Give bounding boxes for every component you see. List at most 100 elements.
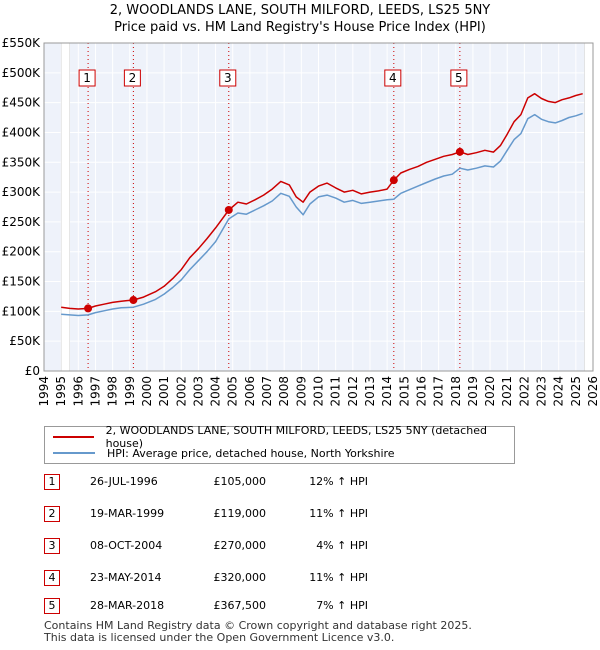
sale-point — [389, 176, 398, 185]
chart-subtitle: Price paid vs. HM Land Registry's House … — [114, 20, 486, 35]
x-tick-label: 2025 — [569, 376, 583, 407]
y-tick-label: £100K — [2, 304, 42, 318]
sale-hpi-diff: 4% ↑ HPI — [316, 539, 368, 552]
footer-attribution: Contains HM Land Registry data © Crown c… — [44, 620, 472, 644]
table-row: 2 19-MAR-1999 £119,000 11% ↑ HPI — [44, 506, 464, 524]
x-tick-label: 2013 — [363, 376, 377, 407]
sale-label-box — [219, 69, 237, 87]
legend-swatch-property — [53, 436, 94, 438]
x-tick-label: 2010 — [312, 376, 326, 407]
sale-price: £270,000 — [213, 539, 267, 552]
x-tick-label: 2016 — [414, 376, 428, 407]
x-tick-label: 2022 — [517, 376, 531, 407]
y-tick-label: £300K — [2, 185, 42, 199]
x-tick-label: 2006 — [243, 376, 257, 407]
plot-border — [43, 42, 594, 372]
y-tick-label: £150K — [2, 275, 42, 289]
table-row: 4 23-MAY-2014 £320,000 11% ↑ HPI — [44, 570, 464, 588]
sale-label: 2 — [129, 71, 137, 85]
x-tick-label: 2020 — [483, 376, 497, 407]
sale-point — [455, 147, 464, 156]
x-tick-label: 2021 — [500, 376, 514, 407]
x-tick-label: 2004 — [209, 376, 223, 407]
sale-price: £105,000 — [213, 475, 267, 488]
sale-label: 1 — [83, 71, 91, 85]
y-tick-label: £400K — [2, 125, 42, 139]
x-tick-label: 1997 — [88, 376, 102, 407]
sale-label: 3 — [224, 71, 232, 85]
sale-date: 23-MAY-2014 — [90, 571, 162, 584]
legend-swatch-hpi — [53, 452, 95, 454]
y-tick-label: £450K — [2, 96, 42, 110]
x-tick-label: 2019 — [466, 376, 480, 407]
chart-title: 2, WOODLANDS LANE, SOUTH MILFORD, LEEDS,… — [110, 3, 491, 18]
legend: 2, WOODLANDS LANE, SOUTH MILFORD, LEEDS,… — [44, 424, 515, 464]
sale-label-box — [450, 69, 468, 87]
x-tick-label: 1996 — [71, 376, 85, 407]
x-tick-label: 2003 — [191, 376, 205, 407]
x-tick-label: 2011 — [329, 376, 343, 407]
legend-label-hpi: HPI: Average price, detached house, Nort… — [107, 446, 395, 460]
x-tick-label: 1994 — [37, 376, 51, 407]
price-chart: 2, WOODLANDS LANE, SOUTH MILFORD, LEEDS,… — [2, 3, 600, 407]
sale-label-box — [384, 69, 402, 87]
y-tick-label: £250K — [2, 215, 42, 229]
table-row: 5 28-MAR-2018 £367,500 7% ↑ HPI — [44, 598, 464, 616]
sale-date: 08-OCT-2004 — [90, 539, 163, 552]
sale-date: 26-JUL-1996 — [90, 475, 158, 488]
shaded-region — [60, 42, 70, 372]
x-tick-label: 2014 — [380, 376, 394, 407]
x-tick-label: 2024 — [552, 376, 566, 407]
y-tick-label: £350K — [2, 155, 42, 169]
sale-label-box — [123, 69, 141, 87]
sale-date: 28-MAR-2018 — [90, 599, 165, 612]
x-tick-label: 2008 — [277, 376, 291, 407]
sale-label-box — [78, 69, 96, 87]
shaded-region — [584, 42, 594, 372]
sale-number-badge: 4 — [44, 570, 60, 586]
y-tick-label: £550K — [2, 36, 42, 50]
table-row: 3 08-OCT-2004 £270,000 4% ↑ HPI — [44, 538, 464, 556]
x-tick-label: 2015 — [397, 376, 411, 407]
x-tick-label: 2007 — [260, 376, 274, 407]
y-tick-label: £500K — [2, 66, 42, 80]
hpi-series-line — [61, 112, 583, 317]
y-tick-label: £200K — [2, 245, 42, 259]
sale-label: 4 — [389, 71, 397, 85]
x-tick-label: 2023 — [535, 376, 549, 407]
sale-hpi-diff: 11% ↑ HPI — [309, 507, 368, 520]
sale-hpi-diff: 11% ↑ HPI — [309, 571, 368, 584]
sale-point — [84, 304, 93, 313]
property-series-line — [61, 92, 583, 310]
x-tick-label: 2017 — [432, 376, 446, 407]
sale-price: £119,000 — [213, 507, 267, 520]
legend-item-property: 2, WOODLANDS LANE, SOUTH MILFORD, LEEDS,… — [53, 424, 514, 450]
x-tick-label: 2001 — [157, 376, 171, 407]
table-row: 1 26-JUL-1996 £105,000 12% ↑ HPI — [44, 474, 464, 492]
sale-number-badge: 5 — [44, 598, 60, 614]
x-tick-label: 2018 — [449, 376, 463, 407]
sale-price: £320,000 — [213, 571, 267, 584]
sale-hpi-diff: 7% ↑ HPI — [316, 599, 368, 612]
footer-line-copyright: Contains HM Land Registry data © Crown c… — [44, 619, 472, 632]
x-tick-label: 1999 — [123, 376, 137, 407]
sale-hpi-diff: 12% ↑ HPI — [309, 475, 368, 488]
sale-label: 5 — [455, 71, 463, 85]
x-tick-label: 2005 — [226, 376, 240, 407]
x-tick-label: 2009 — [294, 376, 308, 407]
legend-label-property: 2, WOODLANDS LANE, SOUTH MILFORD, LEEDS,… — [105, 424, 487, 450]
x-tick-label: 2026 — [586, 376, 600, 407]
legend-item-hpi: HPI: Average price, detached house, Nort… — [53, 446, 395, 460]
y-tick-label: £0 — [25, 364, 40, 378]
sale-number-badge: 2 — [44, 506, 60, 522]
sale-number-badge: 3 — [44, 538, 60, 554]
sale-price: £367,500 — [213, 599, 267, 612]
footer-line-licence: This data is licensed under the Open Gov… — [44, 631, 395, 644]
sale-number-badge: 1 — [44, 474, 60, 490]
x-tick-label: 1995 — [54, 376, 68, 407]
sale-point — [224, 205, 233, 214]
sale-point — [129, 296, 138, 305]
y-tick-label: £50K — [9, 334, 41, 348]
x-tick-label: 2000 — [140, 376, 154, 407]
sale-date: 19-MAR-1999 — [90, 507, 165, 520]
